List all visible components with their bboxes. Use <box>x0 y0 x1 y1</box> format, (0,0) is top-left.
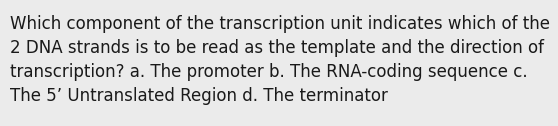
Text: Which component of the transcription unit indicates which of the
2 DNA strands i: Which component of the transcription uni… <box>10 15 550 105</box>
